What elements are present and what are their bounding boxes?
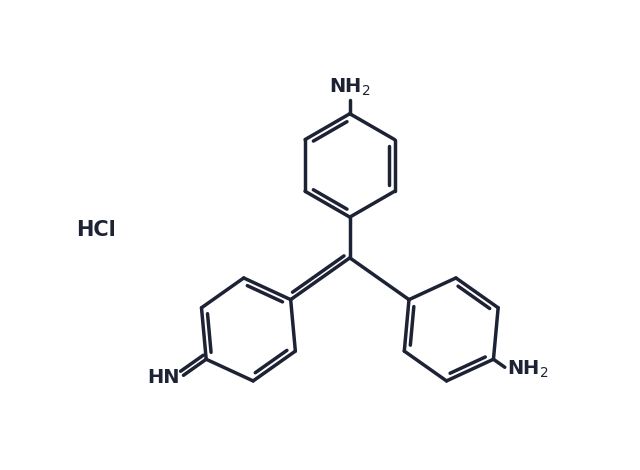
Text: NH$_2$: NH$_2$ [508, 358, 549, 380]
Text: HCl: HCl [76, 220, 116, 240]
Text: NH$_2$: NH$_2$ [329, 77, 371, 98]
Text: HN: HN [148, 368, 180, 387]
